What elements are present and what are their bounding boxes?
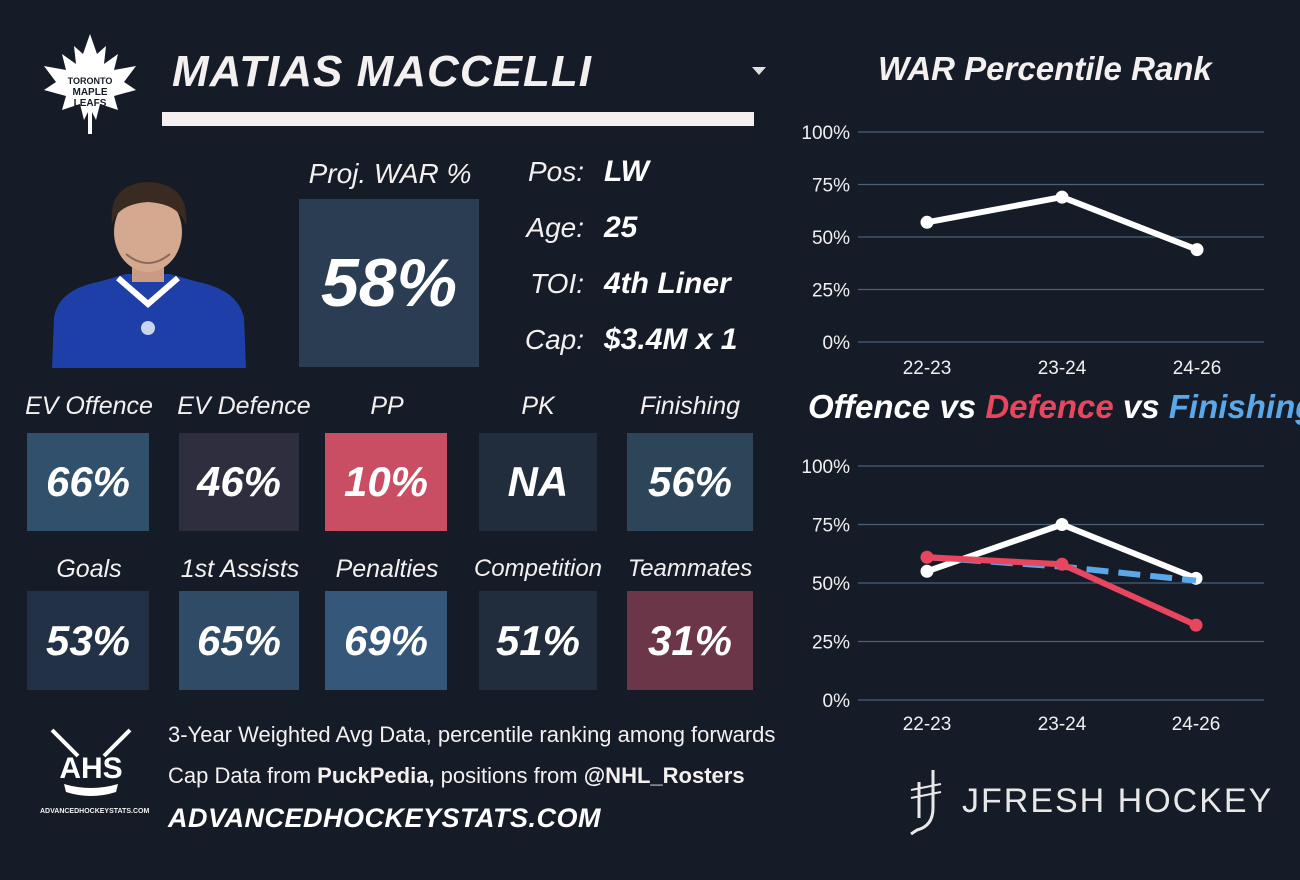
chart1-x-tick-label: 23-24	[1038, 358, 1087, 379]
ev-defence-label: EV Defence	[177, 392, 311, 420]
toi-value: 4th Liner	[604, 267, 731, 300]
chart1-y-tick-label: 25%	[812, 281, 850, 302]
ev-offence-label: EV Offence	[25, 392, 153, 420]
ahs-logo: AHS	[38, 726, 144, 820]
finishing-tile: 56%	[627, 433, 753, 531]
war-percentile-chart: 0% 25% 50% 75% 100% 22-23 23-24 24-26	[801, 123, 1264, 379]
teammates-label: Teammates	[627, 555, 753, 582]
brand-name: JFRESH HOCKEY	[962, 782, 1274, 820]
sources-prefix: Cap Data from	[168, 763, 318, 788]
chart1-x-tick-label: 24-26	[1173, 358, 1222, 379]
nhl-rosters-link[interactable]: @NHL_Rosters	[583, 763, 745, 788]
jfresh-logo-icon	[905, 768, 945, 836]
goals-label: Goals	[56, 555, 122, 583]
chart1-y-tick-label: 0%	[823, 333, 851, 354]
chart2-y-tick-label: 25%	[812, 633, 850, 654]
penalties-tile: 69%	[325, 591, 447, 690]
chart2-offence-point	[1055, 518, 1069, 531]
puckpedia-link[interactable]: PuckPedia,	[317, 763, 435, 788]
footer-sources: Cap Data from PuckPedia, positions from …	[168, 763, 745, 789]
chart2-title-finishing: Finishing	[1168, 388, 1300, 425]
chart2-y-tick-label: 100%	[801, 457, 850, 478]
chart2-y-tick-label: 75%	[812, 516, 850, 537]
competition-tile: 51%	[479, 591, 597, 690]
chart1-war-line	[924, 194, 1200, 253]
chart2-y-tick-label: 0%	[823, 691, 851, 712]
chart1-war-point	[1055, 190, 1069, 204]
age-label: Age:	[526, 212, 584, 243]
pos-label: Pos:	[527, 156, 584, 187]
sources-mid: positions from	[434, 763, 584, 788]
chart1-y-tick-label: 75%	[812, 176, 850, 197]
proj-war-label: Proj. WAR %	[308, 158, 472, 189]
chart2-title: Offence vs Defence vs Finishing	[808, 388, 1300, 426]
player-name: MATIAS MACCELLI	[172, 47, 592, 96]
chart1-x-tick-label: 22-23	[903, 358, 952, 379]
chart2-title-vs2: vs	[1113, 388, 1169, 425]
chart2-defence-point	[1189, 618, 1203, 632]
chart2-x-tick-label: 22-23	[903, 714, 952, 735]
competition-label: Competition	[473, 555, 603, 582]
footer-note: 3-Year Weighted Avg Data, percentile ran…	[168, 722, 776, 747]
ev-offence-tile: 66%	[27, 433, 149, 531]
website-link[interactable]: ADVANCEDHOCKEYSTATS.COM	[168, 803, 602, 833]
chart2-title-vs1: vs	[930, 388, 986, 425]
toi-label: TOI:	[530, 268, 584, 299]
name-underline	[162, 112, 754, 126]
pk-label: PK	[521, 392, 555, 420]
chart2-defence-point	[920, 550, 934, 564]
goals-tile: 53%	[27, 591, 149, 690]
pp-label: PP	[370, 392, 404, 420]
age-value: 25	[604, 211, 638, 244]
chart2-x-tick-label: 23-24	[1038, 714, 1087, 735]
chart1-y-tick-label: 50%	[812, 228, 850, 249]
chart1-war-point	[1190, 243, 1204, 257]
chart2-offence-point	[920, 564, 934, 578]
chart2-title-defence: Defence	[985, 388, 1114, 425]
first-assists-tile: 65%	[179, 591, 299, 690]
proj-war-value: 58%	[320, 245, 458, 321]
player-select-chevron-down-icon[interactable]	[748, 64, 770, 78]
chart2-x-tick-label: 24-26	[1172, 714, 1221, 735]
chart1-y-tick-label: 100%	[801, 123, 850, 144]
ev-defence-tile: 46%	[179, 433, 299, 531]
teammates-tile: 31%	[627, 591, 753, 690]
pp-tile: 10%	[325, 433, 447, 531]
logo-text-1: TORONTO	[68, 76, 113, 86]
offence-defence-finishing-chart: 0% 25% 50% 75% 100% 22-23 23-24 24-26	[801, 457, 1264, 735]
cap-label: Cap:	[524, 324, 584, 355]
pos-value: LW	[604, 155, 649, 188]
pk-tile: NA	[479, 433, 597, 531]
team-logo: TORONTO MAPLE LEAFS	[40, 32, 140, 136]
ahs-logo-caption: ADVANCEDHOCKEYSTATS.COM	[40, 808, 150, 815]
chart2-title-offence: Offence	[808, 388, 931, 425]
maple-leaf-icon	[44, 34, 136, 134]
chart1-title: WAR Percentile Rank	[878, 50, 1212, 87]
penalties-label: Penalties	[335, 555, 439, 583]
chart1-war-point	[920, 215, 934, 229]
finishing-label: Finishing	[639, 392, 741, 420]
ahs-logo-text: AHS	[59, 752, 122, 785]
cap-value: $3.4M x 1	[604, 323, 738, 356]
chart2-y-tick-label: 50%	[812, 574, 850, 595]
first-assists-label: 1st Assists	[180, 555, 300, 583]
proj-war-box: 58%	[299, 199, 479, 367]
logo-text-2: MAPLE	[73, 87, 108, 98]
logo-text-3: LEAFS	[74, 98, 107, 109]
player-photo	[48, 178, 248, 368]
chart2-defence-point	[1055, 557, 1069, 571]
